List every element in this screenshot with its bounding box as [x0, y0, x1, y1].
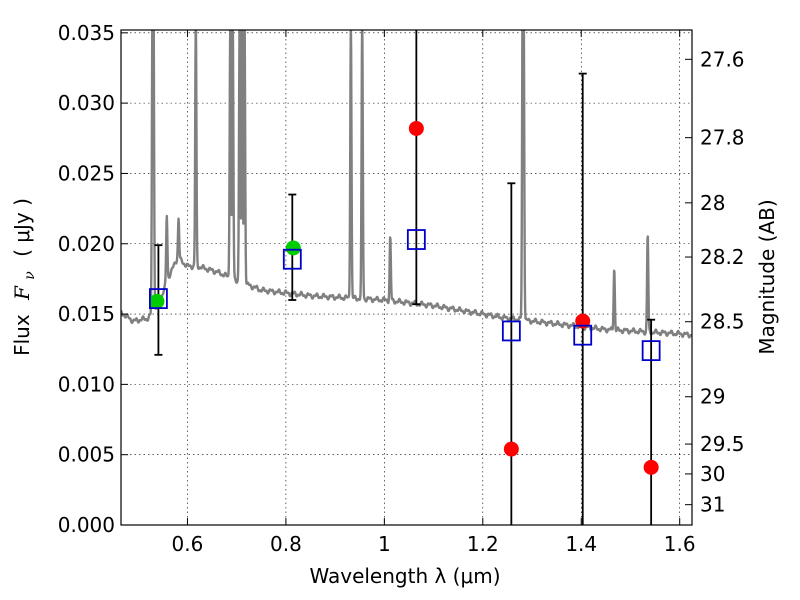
- y2-tick-label: 28: [700, 191, 725, 215]
- y-axis-label-flux: Flux: [10, 314, 34, 356]
- y2-axis-label: Magnitude (AB): [755, 199, 779, 354]
- y-tick-label: 0.030: [58, 91, 115, 115]
- y2-tick-label: 31: [700, 493, 725, 517]
- blue-model-square: [406, 229, 426, 250]
- red-data-point: [643, 459, 659, 475]
- blue-model-square: [501, 320, 521, 342]
- x-axis-label: Wavelength λ (μm): [309, 564, 500, 588]
- y-tick-label: 0.015: [58, 302, 115, 326]
- x-tick-label: 1.2: [467, 532, 499, 556]
- y-axis-label-subscript: ν: [22, 271, 38, 280]
- data-markers: [149, 120, 661, 475]
- x-tick-label: 0.6: [172, 532, 204, 556]
- axis-ticks: 0.6 0.8 1 1.2 1.4 1.6 0.000 0.005 0.010 0.015 0.02…: [58, 21, 745, 556]
- blue-model-square: [573, 324, 593, 346]
- blue-model-square: [282, 248, 302, 270]
- y-axis-label-unit: ( μJy ): [10, 198, 34, 257]
- y2-tick-label: 27.6: [700, 47, 745, 71]
- green-data-point: [285, 240, 301, 256]
- y2-tick-label: 30: [700, 462, 725, 486]
- x-tick-label: 1.4: [565, 532, 597, 556]
- x-tick-label: 1.6: [664, 532, 696, 556]
- grid: [121, 30, 692, 525]
- x-tick-label: 0.8: [270, 532, 302, 556]
- blue-model-square: [149, 288, 168, 309]
- spectrum-line: [121, 30, 692, 339]
- red-data-point: [408, 120, 424, 136]
- x-tick-label: 1: [378, 532, 391, 556]
- y-tick-label: 0.000: [58, 513, 115, 537]
- model-spectrum: [121, 30, 692, 339]
- error-bars: [154, 30, 656, 525]
- y-tick-label: 0.035: [58, 21, 115, 45]
- y2-tick-label: 29: [700, 385, 725, 409]
- y2-tick-label: 28.2: [700, 245, 745, 269]
- blue-model-square: [641, 340, 661, 362]
- y-axis-label: Flux F ν ( μJy ): [10, 198, 39, 356]
- red-data-point: [503, 441, 519, 457]
- y2-tick-label: 29.5: [700, 432, 745, 456]
- y-tick-label: 0.005: [58, 443, 115, 467]
- green-data-point: [149, 293, 165, 309]
- y2-tick-label: 28.5: [700, 310, 745, 334]
- y2-tick-label: 27.8: [700, 126, 745, 150]
- y-tick-label: 0.020: [58, 232, 115, 256]
- y-tick-label: 0.010: [58, 372, 115, 396]
- y-axis-label-symbol: F: [10, 285, 34, 301]
- plot-frame: [120, 29, 693, 526]
- y-tick-label: 0.025: [58, 161, 115, 185]
